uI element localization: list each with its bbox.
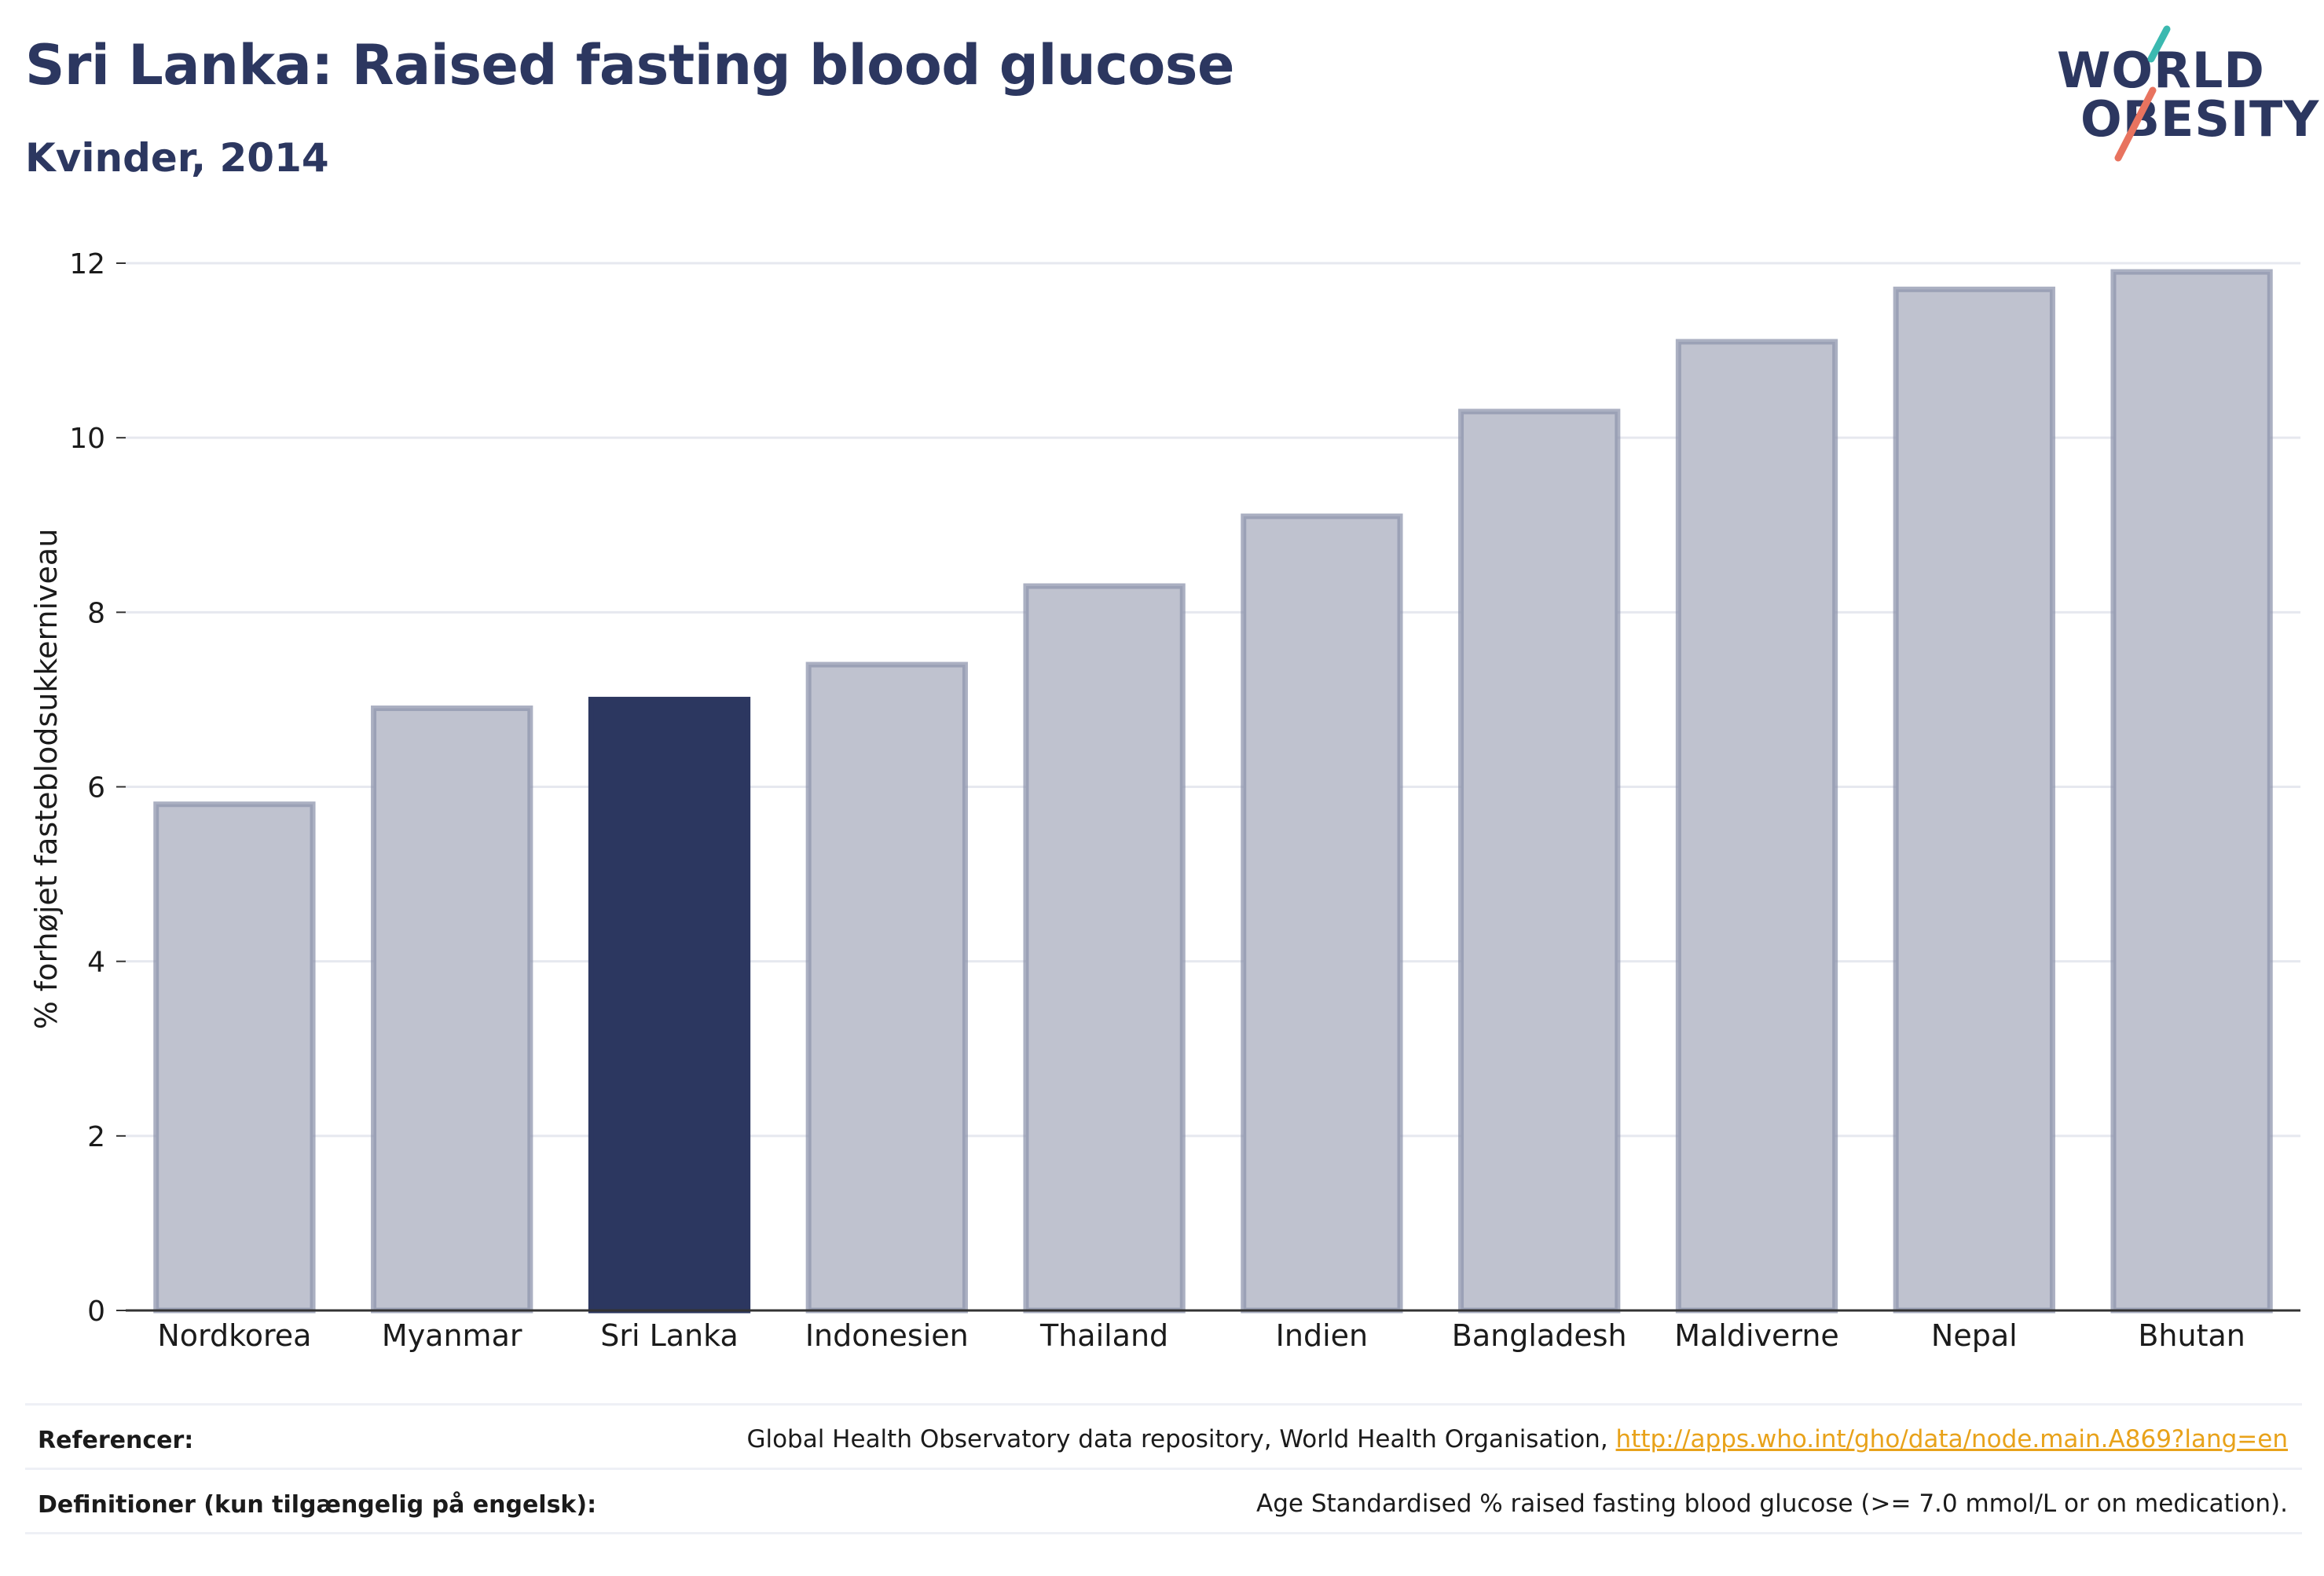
x-tick-label: Nordkorea: [157, 1318, 311, 1353]
bar-sri-lanka[interactable]: [588, 696, 751, 1314]
y-tick-label: 8: [87, 597, 105, 629]
bar-indien[interactable]: [1241, 513, 1403, 1314]
x-tick-label: Myanmar: [382, 1318, 522, 1353]
references-text: Global Health Observatory data repositor…: [746, 1425, 2288, 1453]
y-tick-label: 0: [87, 1296, 105, 1328]
x-tick-label: Bhutan: [2138, 1318, 2245, 1353]
y-tick-label: 10: [69, 423, 105, 455]
x-tick-label: Thailand: [1039, 1318, 1168, 1353]
references-source: Global Health Observatory data repositor…: [746, 1425, 1616, 1453]
chart-subtitle: Kvinder, 2014: [25, 135, 329, 181]
bar-bangladesh[interactable]: [1458, 409, 1621, 1314]
y-tick-label: 2: [87, 1121, 105, 1153]
bar-indonesien[interactable]: [805, 662, 968, 1314]
bar-nordkorea[interactable]: [153, 801, 316, 1314]
definitions-label: Definitioner (kun tilgængelig på engelsk…: [38, 1491, 597, 1519]
footer-divider-bottom: [25, 1532, 2302, 1534]
y-tick-label: 12: [69, 248, 105, 280]
bars: [153, 269, 2273, 1314]
world-obesity-logo: WORLD OBESITY: [2043, 20, 2319, 165]
y-axis-label: % forhøjet fasteblodsukkerniveau: [29, 529, 64, 1030]
references-label: Referencer:: [38, 1427, 194, 1454]
x-tick-label: Bangladesh: [1452, 1318, 1627, 1353]
bar-nepal[interactable]: [1893, 286, 2055, 1314]
bar-myanmar[interactable]: [371, 706, 533, 1314]
footer-divider-middle: [25, 1468, 2302, 1470]
bar-bhutan[interactable]: [2110, 269, 2273, 1314]
footer-divider-top: [25, 1403, 2302, 1406]
bar-chart: Nordkorea Myanmar Sri Lanka Indonesien Thail…: [29, 248, 2300, 1353]
x-tick-label: Indonesien: [805, 1318, 969, 1353]
x-tick-label: Indien: [1276, 1318, 1368, 1353]
chart-title: Sri Lanka: Raised fasting blood glucose: [25, 33, 1234, 97]
logo-word-obesity: OBESITY: [2080, 90, 2320, 148]
y-tick-label: 6: [87, 772, 105, 804]
x-tick-label: Nepal: [1931, 1318, 2018, 1353]
bar-thailand[interactable]: [1023, 583, 1186, 1314]
x-tick-label: Maldiverne: [1674, 1318, 1839, 1353]
logo-slash-icon: [2114, 25, 2171, 162]
y-tick-labels: 0 2 4 6 8 10 12: [69, 248, 126, 1328]
logo-word-world: WORLD: [2057, 42, 2265, 99]
references-link[interactable]: http://apps.who.int/gho/data/node.main.A…: [1615, 1425, 2288, 1453]
x-tick-labels: Nordkorea Myanmar Sri Lanka Indonesien Thail…: [157, 1318, 2245, 1353]
y-tick-label: 4: [87, 947, 105, 979]
x-tick-label: Sri Lanka: [600, 1318, 739, 1353]
definitions-text: Age Standardised % raised fasting blood …: [1256, 1490, 2288, 1518]
bar-maldiverne[interactable]: [1675, 339, 1838, 1314]
